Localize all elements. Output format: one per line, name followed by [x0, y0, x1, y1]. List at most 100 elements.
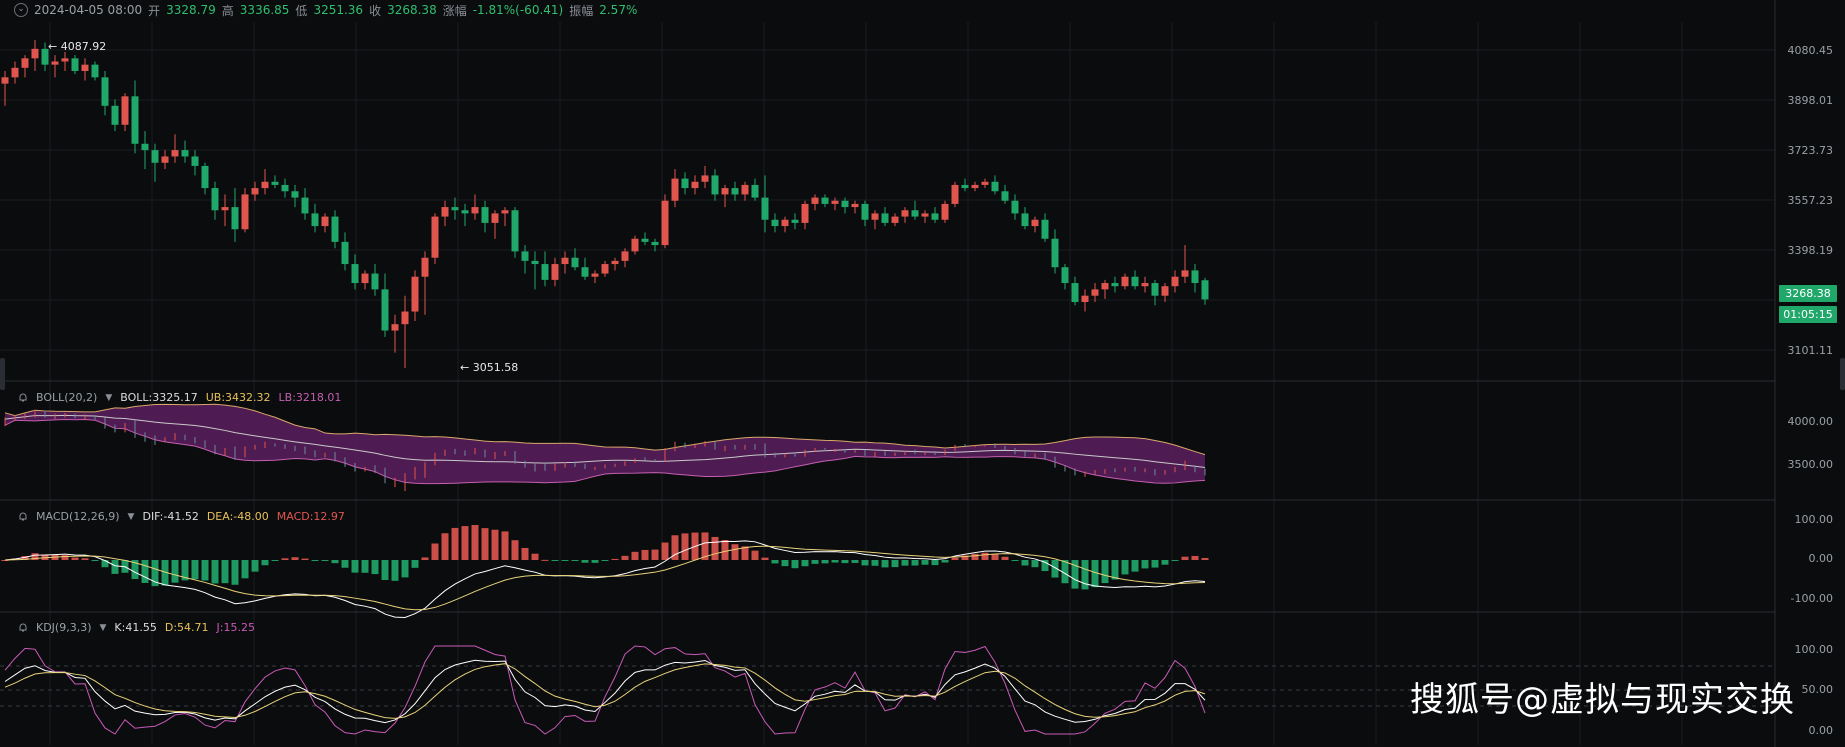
candle-body	[971, 184, 979, 189]
macd-histogram-bar	[201, 560, 209, 581]
amp-value: 2.57%	[599, 3, 638, 17]
kdj-k-line	[4, 659, 1206, 724]
macd-histogram-bar	[1201, 557, 1209, 560]
candle-body	[1051, 238, 1059, 268]
candle-body	[661, 200, 669, 246]
kdj-header: KDJ(9,3,3) ▼ K:41.55 D:54.71 J:15.25	[18, 621, 255, 634]
macd-histogram-bar	[301, 558, 309, 560]
bell-icon[interactable]	[18, 393, 28, 403]
macd-histogram-bar	[1051, 560, 1059, 578]
boll-mid-value: BOLL:3325.17	[120, 391, 198, 404]
candle-body	[651, 241, 659, 246]
candle-body	[541, 264, 549, 280]
macd-histogram-bar	[951, 557, 959, 560]
macd-histogram-bar	[1111, 560, 1119, 580]
macd-histogram-bar	[321, 560, 329, 561]
candle-body	[851, 203, 859, 208]
macd-histogram-bar	[1041, 560, 1049, 572]
candle-body	[901, 210, 909, 217]
candle-body	[991, 181, 999, 192]
macd-histogram-bar	[401, 560, 409, 578]
price-axis-label: 3398.19	[1787, 244, 1834, 257]
candle-body	[341, 241, 349, 265]
high-annotation: ← 4087.92	[48, 40, 107, 53]
macd-histogram-bar	[451, 527, 459, 560]
candle-body	[211, 188, 219, 211]
macd-histogram-bar	[621, 555, 629, 560]
kdj-dropdown-icon[interactable]: ▼	[99, 622, 107, 633]
candle-body	[631, 238, 639, 252]
candle-body	[621, 251, 629, 261]
macd-histogram-bar	[881, 560, 889, 568]
macd-histogram-bar	[471, 524, 479, 560]
candle-body	[761, 197, 769, 220]
macd-histogram-bar	[891, 560, 899, 568]
macd-histogram-bar	[361, 560, 369, 573]
macd-histogram-bar	[1, 560, 9, 561]
macd-histogram-bar	[551, 560, 559, 561]
candle-body	[21, 58, 29, 68]
macd-histogram-bar	[1131, 560, 1139, 572]
candle-body	[371, 273, 379, 290]
kdj-axis-label: 100.00	[1794, 643, 1834, 656]
candle-body	[261, 181, 269, 189]
boll-dropdown-icon[interactable]: ▼	[105, 392, 113, 403]
close-value: 3268.38	[387, 3, 437, 17]
candle-body	[221, 207, 229, 211]
candle-body	[171, 150, 179, 157]
macd-dea-line	[4, 545, 1206, 611]
price-axis-label: 3723.73	[1787, 144, 1834, 157]
macd-histogram-bar	[221, 560, 229, 584]
bell-icon[interactable]	[18, 623, 28, 633]
countdown-tag: 01:05:15	[1779, 306, 1837, 323]
macd-histogram-bar	[281, 558, 289, 560]
high-annotation-value: 4087.92	[60, 40, 107, 53]
macd-histogram-bar	[211, 560, 219, 584]
macd-dea-value: DEA:-48.00	[206, 510, 269, 523]
candle-body	[301, 197, 309, 214]
boll-ub-value: UB:3432.32	[205, 391, 271, 404]
candle-body	[1171, 276, 1179, 287]
macd-histogram-bar	[351, 560, 359, 573]
macd-histogram-bar	[171, 560, 179, 583]
kdj-d-line	[4, 663, 1206, 719]
left-scroll-handle[interactable]	[0, 358, 5, 390]
candle-body	[601, 264, 609, 274]
candle-body	[1001, 191, 1009, 201]
low-annotation: ← 3051.58	[460, 361, 519, 374]
candle-body	[231, 207, 239, 230]
open-label: 开	[148, 3, 161, 18]
macd-histogram-bar	[271, 560, 279, 561]
candle-body	[611, 260, 619, 265]
macd-histogram-bar	[191, 560, 199, 580]
macd-histogram-bar	[901, 560, 909, 566]
macd-histogram-bar	[461, 526, 469, 560]
macd-histogram-bar	[481, 528, 489, 560]
price-axis-label: 3557.23	[1787, 194, 1834, 207]
candle-body	[421, 257, 429, 277]
candle-body	[771, 219, 779, 227]
macd-histogram-bar	[1191, 555, 1199, 560]
candle-body	[1041, 219, 1049, 239]
macd-header: MACD(12,26,9) ▼ DIF:-41.52 DEA:-48.00 MA…	[18, 510, 345, 523]
collapse-icon[interactable]: ⌄	[14, 3, 28, 17]
candle-body	[981, 181, 989, 185]
candle-body	[141, 143, 149, 151]
macd-histogram-bar	[331, 560, 339, 564]
amp-label: 振幅	[569, 3, 594, 18]
boll-header: BOLL(20,2) ▼ BOLL:3325.17 UB:3432.32 LB:…	[18, 391, 341, 404]
macd-histogram-bar	[1061, 560, 1069, 584]
candle-body	[701, 175, 709, 182]
macd-dropdown-icon[interactable]: ▼	[127, 511, 135, 522]
candle-body	[1201, 280, 1209, 300]
bell-icon[interactable]	[18, 512, 28, 522]
candle-body	[121, 96, 129, 125]
macd-histogram-bar	[1151, 560, 1159, 568]
macd-histogram-bar	[811, 560, 819, 564]
right-scroll-handle[interactable]	[1840, 358, 1845, 390]
kdj-k-value: K:41.55	[114, 621, 157, 634]
candle-body	[31, 48, 39, 59]
macd-histogram-bar	[731, 544, 739, 560]
low-value: 3251.36	[313, 3, 364, 17]
